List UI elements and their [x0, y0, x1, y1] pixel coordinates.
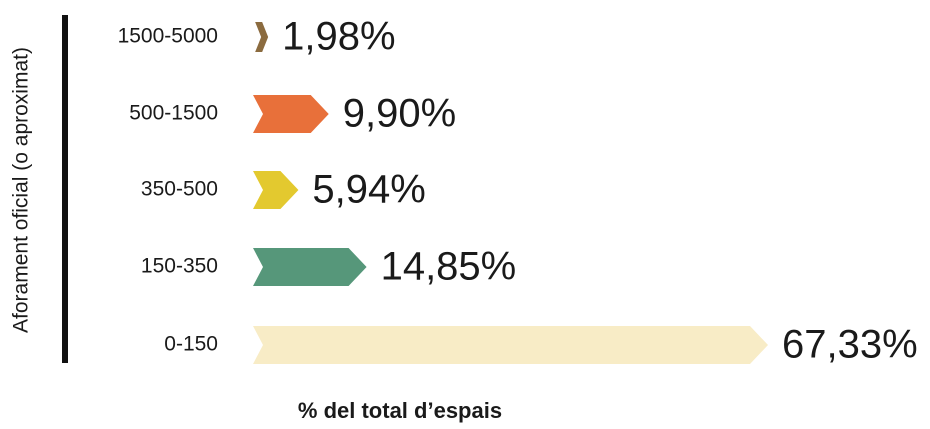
x-axis-label: % del total d’espais [298, 398, 502, 423]
category-label: 500-1500 [129, 102, 218, 125]
category-label: 0-150 [164, 333, 218, 356]
axis-bar [62, 15, 68, 363]
bar [253, 95, 329, 133]
bar [253, 326, 768, 364]
bar [253, 248, 367, 286]
value-label: 14,85% [381, 245, 517, 289]
value-label: 9,90% [343, 92, 456, 136]
value-label: 5,94% [312, 168, 425, 212]
y-axis-label: Aforament oficial (o aproximat) [10, 47, 33, 333]
bar [255, 22, 269, 52]
category-label: 1500-5000 [118, 25, 218, 48]
category-label: 350-500 [141, 178, 218, 201]
category-label: 150-350 [141, 255, 218, 278]
bar [253, 171, 299, 209]
value-label: 67,33% [782, 323, 918, 367]
value-label: 1,98% [282, 15, 395, 59]
